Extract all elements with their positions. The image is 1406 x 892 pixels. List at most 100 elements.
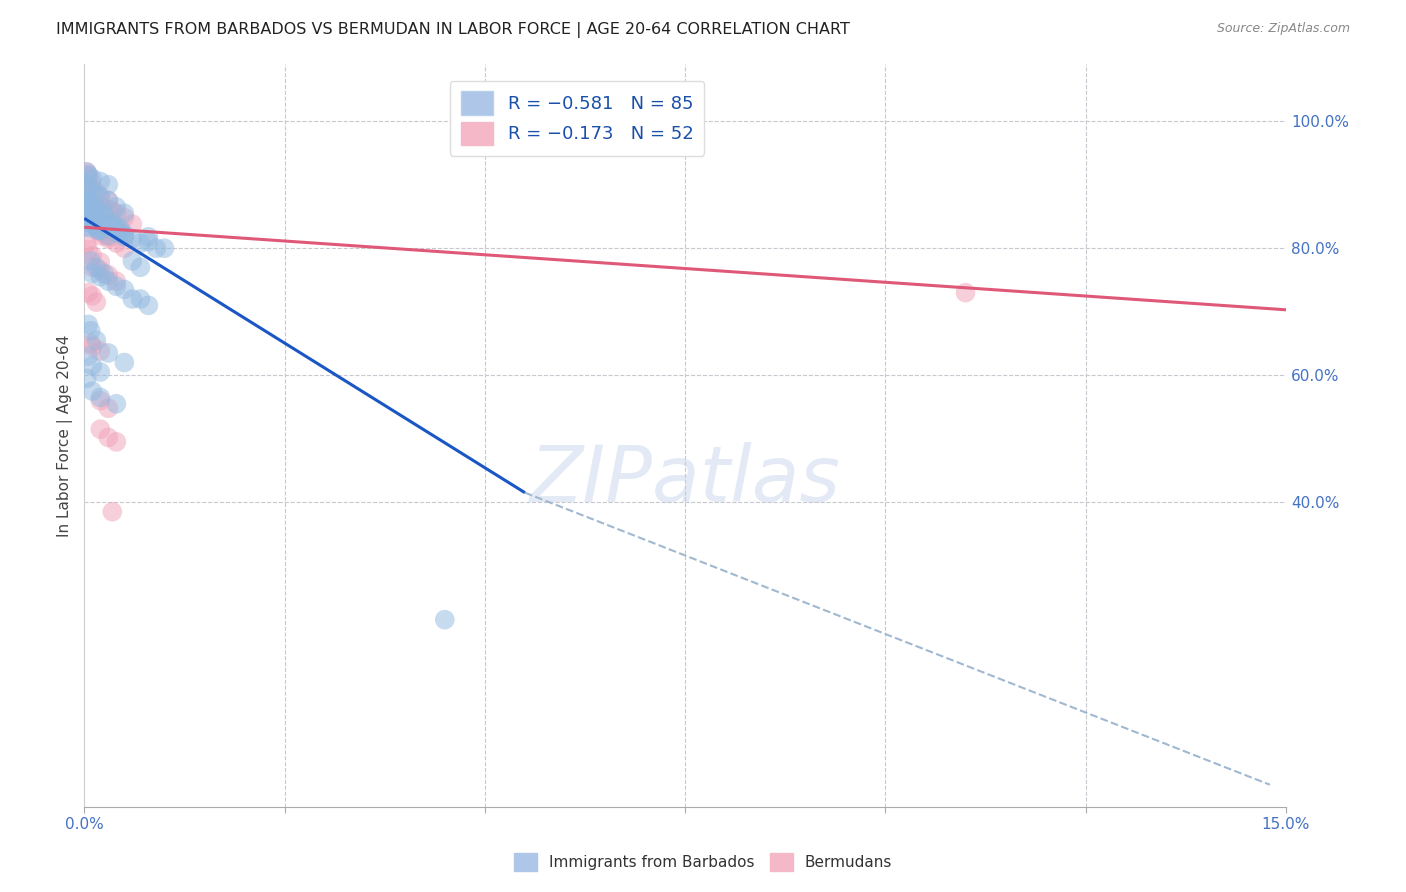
Point — [84, 295, 107, 310]
Point — [76, 212, 98, 227]
Point — [105, 206, 128, 220]
Point — [89, 255, 111, 269]
Point — [112, 228, 135, 243]
Point — [89, 263, 111, 277]
Point — [84, 202, 107, 216]
Point — [101, 216, 124, 230]
Point — [110, 222, 132, 236]
Point — [76, 236, 98, 251]
Point — [97, 194, 120, 208]
Point — [112, 283, 135, 297]
Point — [105, 236, 128, 251]
Point — [90, 216, 112, 230]
Point — [97, 194, 120, 208]
Point — [80, 336, 103, 351]
Point — [75, 203, 97, 218]
Point — [77, 200, 100, 214]
Point — [97, 216, 120, 230]
Point — [76, 371, 98, 385]
Point — [89, 344, 111, 359]
Point — [76, 206, 98, 220]
Point — [79, 204, 101, 219]
Point — [138, 229, 160, 244]
Point — [97, 274, 120, 288]
Point — [83, 200, 105, 214]
Point — [82, 359, 104, 373]
Point — [105, 225, 128, 239]
Point — [129, 292, 152, 306]
Point — [79, 192, 101, 206]
Point — [112, 241, 135, 255]
Point — [84, 260, 107, 275]
Point — [105, 219, 128, 233]
Point — [89, 206, 111, 220]
Point — [105, 434, 128, 449]
Point — [77, 196, 100, 211]
Point — [89, 393, 111, 408]
Point — [77, 243, 100, 257]
Point — [93, 210, 115, 224]
Point — [77, 285, 100, 300]
Point — [77, 216, 100, 230]
Text: Source: ZipAtlas.com: Source: ZipAtlas.com — [1216, 22, 1350, 36]
Point — [82, 216, 104, 230]
Point — [87, 223, 110, 237]
Point — [97, 346, 120, 360]
Point — [93, 202, 115, 216]
Point — [76, 165, 98, 179]
Point — [97, 430, 120, 444]
Point — [89, 222, 111, 236]
Point — [129, 236, 152, 251]
Point — [89, 225, 111, 239]
Point — [77, 214, 100, 228]
Point — [77, 349, 100, 363]
Point — [121, 232, 143, 246]
Point — [101, 505, 124, 519]
Point — [89, 175, 111, 189]
Point — [76, 178, 98, 192]
Point — [105, 279, 128, 293]
Point — [80, 253, 103, 268]
Point — [82, 181, 104, 195]
Point — [82, 217, 104, 231]
Point — [112, 211, 135, 225]
Point — [80, 208, 103, 222]
Point — [105, 397, 128, 411]
Point — [76, 190, 98, 204]
Point — [93, 267, 115, 281]
Point — [76, 196, 98, 211]
Text: ZIPatlas: ZIPatlas — [530, 442, 841, 518]
Point — [82, 196, 104, 211]
Point — [84, 217, 107, 231]
Point — [82, 289, 104, 303]
Point — [145, 241, 167, 255]
Point — [97, 178, 120, 192]
Point — [80, 196, 103, 211]
Point — [112, 206, 135, 220]
Point — [84, 187, 107, 202]
Point — [80, 210, 103, 224]
Point — [93, 206, 115, 220]
Point — [433, 613, 456, 627]
Point — [82, 384, 104, 398]
Point — [82, 184, 104, 198]
Point — [112, 355, 135, 369]
Point — [153, 241, 176, 255]
Point — [84, 333, 107, 347]
Point — [89, 391, 111, 405]
Point — [89, 223, 111, 237]
Point — [82, 267, 104, 281]
Point — [129, 260, 152, 275]
Point — [955, 285, 977, 300]
Point — [89, 269, 111, 284]
Point — [82, 340, 104, 354]
Point — [97, 268, 120, 282]
Point — [77, 318, 100, 332]
Point — [84, 186, 107, 200]
Point — [80, 324, 103, 338]
Point — [121, 253, 143, 268]
Point — [80, 175, 103, 189]
Point — [82, 260, 104, 275]
Point — [97, 228, 120, 243]
Point — [77, 168, 100, 182]
